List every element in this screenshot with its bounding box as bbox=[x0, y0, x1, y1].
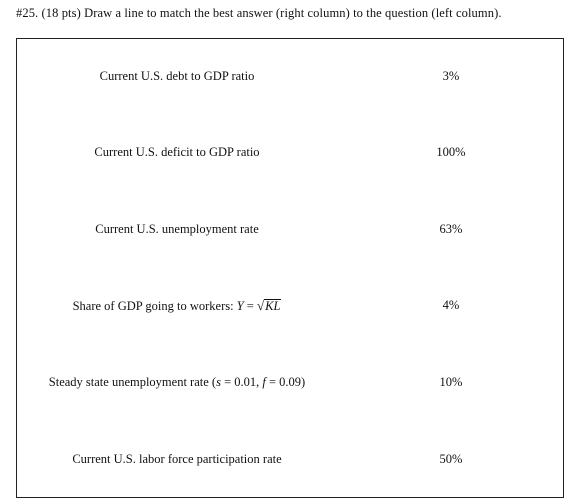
match-row-5: Steady state unemployment rate (s = 0.01… bbox=[17, 375, 563, 395]
question-instruction: Draw a line to match the best answer (ri… bbox=[84, 6, 502, 20]
s-variable: s bbox=[216, 375, 221, 389]
match-row-6: Current U.S. labor force participation r… bbox=[17, 452, 563, 472]
answer-right-6[interactable]: 50% bbox=[439, 452, 463, 466]
formula-radicand: KL bbox=[264, 299, 282, 313]
match-row-3: Current U.S. unemployment rate 63% bbox=[17, 222, 563, 242]
question-left-1[interactable]: Current U.S. debt to GDP ratio bbox=[99, 69, 255, 83]
question-left-3[interactable]: Current U.S. unemployment rate bbox=[95, 222, 259, 236]
formula-lhs: Y bbox=[236, 299, 244, 313]
question-points: (18 pts) bbox=[41, 6, 81, 20]
answer-right-5[interactable]: 10% bbox=[439, 375, 463, 389]
question-left-4[interactable]: Share of GDP going to workers: Y = √KL bbox=[17, 298, 337, 314]
answer-right-1[interactable]: 3% bbox=[442, 69, 460, 83]
answer-right-3[interactable]: 63% bbox=[439, 222, 463, 236]
question-header: #25. (18 pts) Draw a line to match the b… bbox=[16, 6, 502, 21]
question-left-2[interactable]: Current U.S. deficit to GDP ratio bbox=[94, 145, 260, 159]
formula-equals: = bbox=[246, 299, 254, 313]
match-row-2: Current U.S. deficit to GDP ratio 100% bbox=[17, 145, 563, 165]
match-row-4: Share of GDP going to workers: Y = √KL 4… bbox=[17, 298, 563, 318]
question-left-6[interactable]: Current U.S. labor force participation r… bbox=[72, 452, 282, 466]
matching-box: Current U.S. debt to GDP ratio 3% Curren… bbox=[16, 38, 564, 498]
match-row-1: Current U.S. debt to GDP ratio 3% bbox=[17, 69, 563, 89]
question-left-4-text: Share of GDP going to workers: bbox=[72, 299, 237, 313]
answer-right-4[interactable]: 4% bbox=[442, 298, 460, 312]
formula-y-sqrt-kl: Y = √KL bbox=[236, 298, 282, 313]
answer-right-2[interactable]: 100% bbox=[436, 145, 466, 159]
question-left-5[interactable]: Steady state unemployment rate (s = 0.01… bbox=[17, 375, 337, 390]
f-variable: f bbox=[262, 375, 266, 389]
question-number: #25. bbox=[16, 6, 39, 20]
question-left-5-text: Steady state unemployment rate ( bbox=[48, 375, 217, 389]
f-value: = 0.09) bbox=[269, 375, 306, 389]
s-value: = 0.01, bbox=[224, 375, 260, 389]
sqrt-symbol: √KL bbox=[256, 298, 282, 313]
